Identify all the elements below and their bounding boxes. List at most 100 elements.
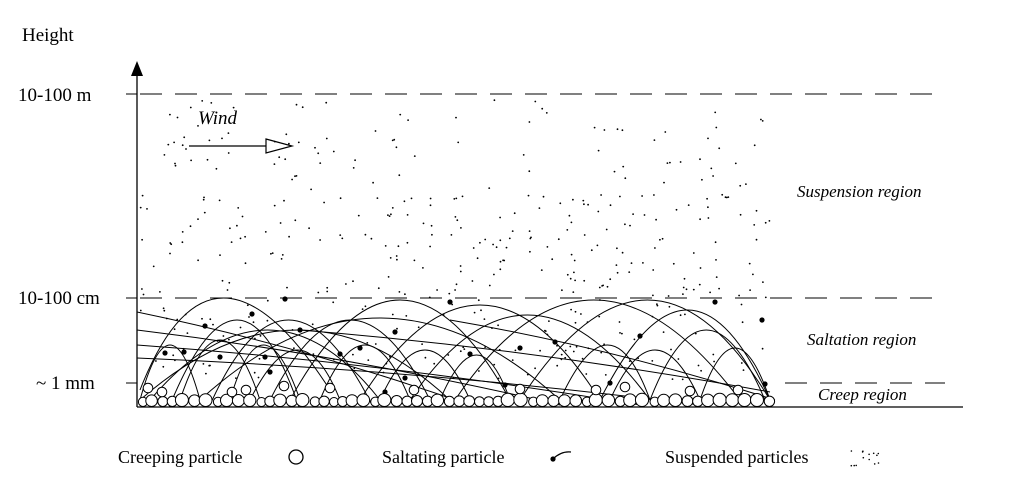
creeping-particle [623,393,637,408]
suspended-particle-dot [463,348,466,350]
suspended-particle-dot [529,250,531,253]
legend-suspended-dot [872,452,875,455]
suspended-particle-dot [559,202,562,205]
suspended-particle-dot [546,246,549,248]
suspended-particle-dot [739,213,742,216]
suspended-particle-dot [540,269,543,271]
suspended-particle-dot [339,234,342,237]
suspended-particle-dot [396,327,398,330]
suspended-particle-dot [279,222,282,224]
suspended-particle-dot [668,305,671,308]
suspended-particle-dot [266,299,269,302]
suspended-particle-dot [142,293,145,296]
suspended-particle-dot [459,270,462,273]
suspended-particle-dot [398,291,401,293]
creeping-particle [558,394,571,408]
suspended-particle-dot [396,258,398,261]
creeping-particle [737,393,752,407]
suspended-particle-dot [561,289,563,292]
suspended-particle-dot [551,258,554,261]
creeping-particle [198,393,213,408]
suspended-particle-dot [332,301,335,304]
suspended-particle-dot [326,290,329,293]
suspended-particle-dot [230,241,233,244]
saltation-trajectory-line [289,299,511,401]
suspended-particle-dot [597,210,600,213]
suspended-particle-dot [681,378,684,381]
creeping-particle [500,392,515,407]
suspended-particle-dot [422,267,424,269]
suspended-particle-dot [339,197,342,200]
suspended-particle-dot [209,318,212,321]
suspended-particle-dot [709,291,711,294]
suspended-particle-dot [718,147,721,150]
suspended-particle-dot [740,362,743,364]
suspended-particle-dot [656,304,659,307]
saltating-particle [262,354,268,360]
suspended-particle-dot [352,280,354,283]
saltating-particle [181,349,187,355]
suspended-particle-dot [208,139,211,142]
suspended-particle-dot [237,207,240,209]
creeping-particle [145,394,158,408]
suspended-particle-dot [197,218,199,221]
suspended-particle-dot [390,213,392,216]
suspended-particle-dot [457,141,460,144]
creeping-particle [157,396,169,407]
creeping-particle [411,395,423,407]
suspended-particle-dot [252,321,255,324]
suspended-particle-dot [424,356,427,359]
level-label-10-100-m: 10-100 m [18,85,92,106]
suspended-particle-dot [675,208,678,211]
suspended-particle-dot [310,188,312,191]
suspended-particle-dot [162,365,165,368]
suspended-particle-dot [323,201,325,204]
suspended-particle-dot [248,316,250,318]
suspended-particle-dot [764,221,767,224]
saltation-trajectory-line [149,329,381,401]
suspended-particle-dot [541,107,544,110]
suspended-particle-dot [395,146,398,149]
axes [126,61,963,408]
suspended-particles [139,99,771,381]
suspended-particle-dot [387,214,389,217]
saltation-trajectory-line [269,319,431,401]
suspended-particle-dot [264,231,267,233]
region-label-suspension: Suspension region [797,182,922,201]
level-lines [140,93,945,384]
suspended-particle-dot [557,238,560,241]
suspended-particle-dot [372,181,374,184]
suspended-particle-dot [450,234,453,236]
suspended-particle-dot [566,229,569,231]
suspended-particle-dot [580,313,582,315]
legend-suspended-dot [862,456,865,459]
suspended-particle-dot [186,332,189,334]
suspended-particle-dot [319,239,321,241]
suspended-particle-dot [749,289,751,291]
suspended-particle-dot [618,321,621,323]
suspended-particle-dot [341,237,344,240]
suspended-particle-dot [197,125,199,127]
suspended-particle-dot [280,258,283,260]
suspended-particle-dot [710,167,713,170]
suspended-particle-dot [641,195,643,197]
saltating-particle [607,380,613,386]
suspended-particle-dot [270,252,272,255]
suspended-particle-dot [653,139,656,142]
suspended-particle-dot [664,131,667,133]
creeping-particle [634,392,650,407]
suspended-particle-dot [539,349,541,352]
suspended-particle-dot [738,294,740,297]
suspended-particle-dot [257,376,260,379]
suspended-particle-dot [615,264,618,266]
creeping-particle [547,394,560,407]
suspended-particle-dot [478,370,480,372]
saltating-particles [162,296,768,395]
suspended-particle-dot [564,356,567,359]
suspended-particle-dot [317,291,320,294]
suspended-particle-dot [499,239,502,242]
suspended-particle-dot [629,224,631,227]
saltation-trajectory-line [137,357,701,406]
suspended-particle-dot [548,320,550,322]
suspended-particle-dot [212,323,214,326]
